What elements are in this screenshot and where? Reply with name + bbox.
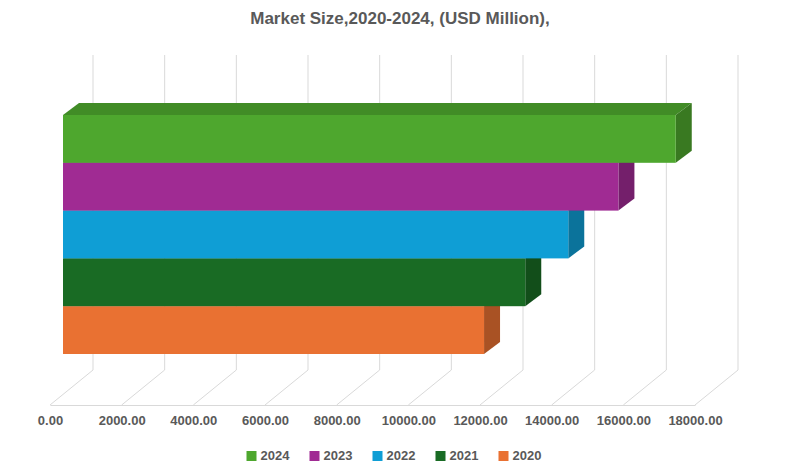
bar [63,163,618,211]
axis-line [51,405,696,406]
tick: 10000.00 [382,405,436,428]
legend-label: 2022 [387,448,416,463]
tick-label: 10000.00 [382,413,436,428]
tick-label: 6000.00 [242,413,289,428]
tick-label: 8000.00 [314,413,361,428]
bars [63,103,692,354]
bar [63,211,568,259]
bar [63,306,484,354]
tick: 2000.00 [99,405,146,428]
legend-label: 2024 [261,448,291,463]
tick: 6000.00 [242,405,289,428]
tick-label: 2000.00 [99,413,146,428]
bar-side [676,103,692,163]
tick: 8000.00 [314,405,361,428]
bar [63,115,676,163]
tick-label: 16000.00 [597,413,651,428]
x-axis: 0.00 2000.00 4000.00 6000.00 8000.00 10000.00… [38,405,723,428]
tick-label: 12000.00 [453,413,507,428]
grid-line [695,55,738,405]
legend-swatch [373,451,383,461]
grid [50,55,738,405]
tick: 16000.00 [597,405,651,428]
tick: 14000.00 [525,405,579,428]
legend-swatch [247,451,257,461]
legend-swatch [436,451,446,461]
tick: 12000.00 [453,405,507,428]
tick-label: 4000.00 [170,413,217,428]
tick-label: 18000.00 [668,413,722,428]
tick: 0.00 [38,405,63,428]
legend-swatch [499,451,509,461]
legend: 2024 2023 2022 2021 2020 [247,448,542,463]
legend-swatch [310,451,320,461]
legend-label: 2020 [513,448,542,463]
tick: 4000.00 [170,405,217,428]
tick: 18000.00 [668,405,722,428]
bar [63,258,525,306]
legend-label: 2023 [324,448,353,463]
tick-label: 0.00 [38,413,63,428]
legend-label: 2021 [450,448,479,463]
tick-label: 14000.00 [525,413,579,428]
chart-title: Market Size,2020-2024, (USD Million), [250,9,550,28]
bar-top [63,103,692,115]
chart: Market Size,2020-2024, (USD Million), 0.0… [0,0,800,472]
